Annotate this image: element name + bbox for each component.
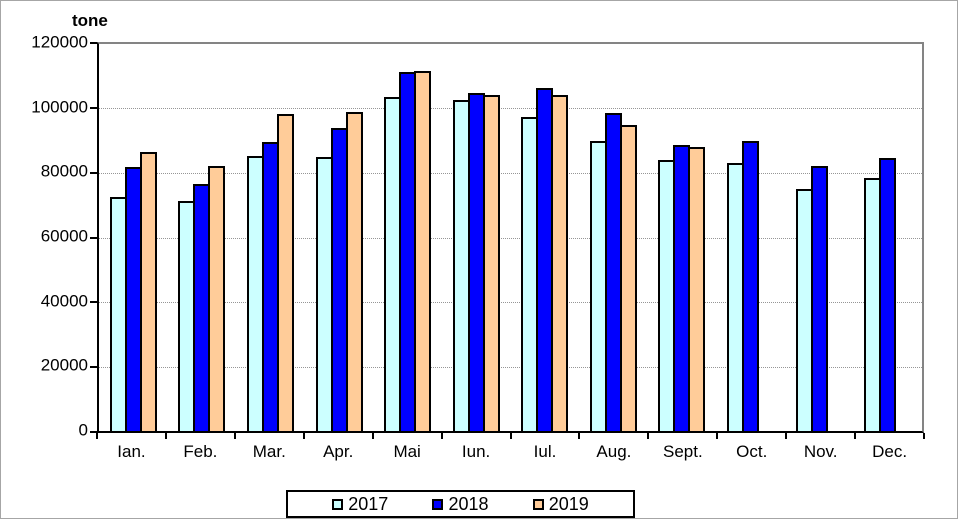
legend-label-2018: 2018 [448,493,489,514]
x-tick [233,433,236,439]
bar-2019-sept [688,147,706,431]
gridline-40000 [99,301,922,303]
y-axis-label-120000: 120000 [31,32,88,52]
bar-group-sept [648,44,717,431]
bar-group-aug [579,44,648,431]
x-axis-label-oct: Oct. [736,442,768,461]
bar-2018-oct [741,141,759,431]
gridline-80000 [99,172,922,174]
bar-2019-feb [208,165,226,431]
x-axis-label-nov: Nov. [803,442,838,461]
bar-group-iun [442,44,511,431]
y-axis-label-40000: 40000 [40,291,88,311]
x-tick [923,433,925,439]
bar-group-oct [716,44,785,431]
x-tick [440,433,443,439]
y-tick [90,236,97,239]
plot-area [97,42,924,433]
legend-swatch-2017 [332,498,344,510]
y-tick [90,431,97,433]
bar-group-feb [168,44,237,431]
bar-group-iul [510,44,579,431]
legend-label-2019: 2019 [548,493,589,514]
y-tick [90,366,97,369]
y-axis-label-100000: 100000 [31,97,88,117]
y-axis-label-20000: 20000 [40,355,88,375]
x-tick [371,433,374,439]
bar-2019-iul [551,95,569,431]
legend-label-2017: 2017 [348,493,389,514]
y-axis-label-80000: 80000 [40,161,88,181]
gridline-20000 [99,366,922,368]
legend-swatch-2018 [432,498,444,510]
y-tick [90,42,97,44]
legend: 2017 2018 2019 [286,490,635,518]
bar-group-mar [236,44,305,431]
x-tick [647,433,650,439]
x-tick [509,433,512,439]
x-axis-label-dec: Dec. [872,442,908,461]
legend-item-2017: 2017 [332,494,388,515]
x-tick [716,433,719,439]
y-tick [90,301,97,304]
bar-2019-apr [345,112,363,431]
x-axis-label-ian: Ian. [117,442,146,461]
gridline-100000 [99,108,922,110]
x-axis-label-sept: Sept. [662,442,703,461]
legend-item-2018: 2018 [432,493,489,515]
bar-groups [99,44,922,431]
legend-item-2019: 2019 [532,493,589,515]
x-axis-label-mai: Mai [393,442,421,461]
y-tick [90,171,97,174]
x-axis-label-feb: Feb. [183,442,218,461]
y-axis-label-60000: 60000 [40,226,88,246]
x-axis-label-iul: Iul. [533,442,557,461]
bar-group-mai [373,44,442,431]
bar-2019-mai [414,70,432,431]
x-axis-label-apr: Apr. [323,442,354,461]
gridline-60000 [99,237,922,239]
bar-group-apr [305,44,374,431]
bar-2019-aug [619,125,637,431]
x-axis-label-iun: Iun. [461,442,491,461]
x-tick [96,433,98,439]
x-tick [854,433,857,439]
bar-2019-iun [482,95,500,431]
bar-group-ian [99,44,168,431]
y-tick [90,106,97,109]
x-tick [785,433,788,439]
y-axis-unit-label: tone [72,11,108,30]
bar-group-dec [853,44,922,431]
y-axis-labels: 0 20000 40000 60000 80000 100000 120000 [1,33,88,440]
x-axis-label-mar: Mar. [252,442,286,461]
x-tick [578,433,581,439]
bar-group-nov [785,44,854,431]
bar-2018-nov [810,166,828,431]
bar-2019-ian [139,152,157,431]
x-axis-labels: Ian. Feb. Mar. Apr. Mai Iun. Iul. Aug. Sept. Oct.… [97,442,924,462]
x-tick [164,433,167,439]
legend-swatch-2019 [532,498,544,510]
bar-2019-mar [276,113,294,431]
x-tick [302,433,305,439]
x-axis-label-aug: Aug. [596,442,632,461]
y-axis-label-0: 0 [78,420,88,440]
bar-2018-dec [879,157,897,431]
